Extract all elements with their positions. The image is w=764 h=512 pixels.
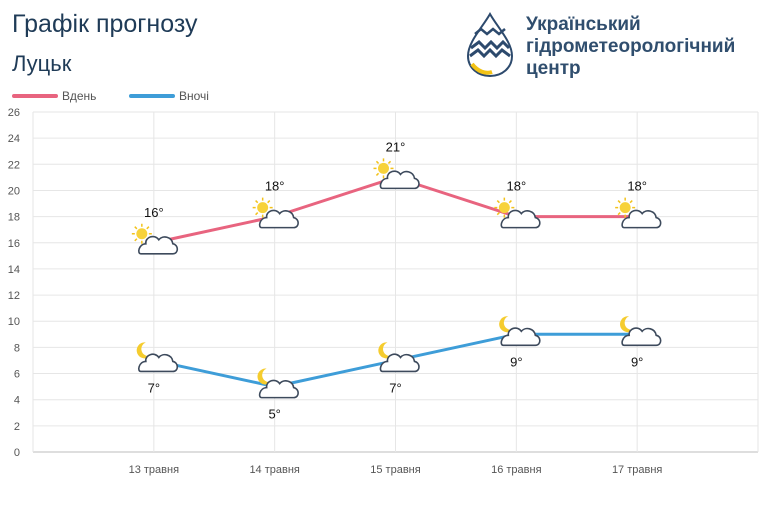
x-tick-label: 16 травня (491, 464, 541, 476)
sun-ray (134, 226, 138, 230)
water-drop-logo-icon (466, 12, 514, 78)
data-label: 9° (510, 354, 522, 369)
y-tick-label: 6 (14, 369, 20, 381)
moon-icon (257, 368, 272, 385)
sun-ray (375, 172, 380, 176)
moon-icon (499, 316, 514, 333)
cloud-shape (138, 235, 179, 255)
data-label: 21° (386, 139, 406, 154)
data-label: 18° (506, 179, 526, 194)
logo-line-2: гідрометеорологічний (526, 36, 736, 57)
x-tick-label: 13 травня (129, 464, 179, 476)
y-tick-label: 24 (8, 133, 20, 145)
y-tick-label: 14 (8, 264, 20, 276)
cloud-shape (621, 209, 662, 229)
y-tick-label: 12 (8, 290, 20, 302)
sun-icon (136, 228, 148, 240)
x-tick-label: 17 травня (612, 464, 662, 476)
sun-ray (375, 160, 380, 164)
sun-ray (617, 200, 621, 204)
data-label: 9° (631, 354, 643, 369)
sun-ray (134, 238, 138, 242)
sun-ray (255, 212, 259, 216)
cloud-shape (500, 327, 541, 347)
data-label: 7° (389, 380, 401, 395)
sun-icon (257, 202, 269, 214)
sun-icon (378, 162, 389, 174)
cloud-shape (258, 209, 299, 229)
cloud-shape (500, 209, 541, 229)
x-tick-label: 15 травня (370, 464, 420, 476)
y-tick-label: 2 (14, 421, 20, 433)
logo-line-1: Український (526, 14, 641, 35)
cloud-shape (379, 353, 420, 373)
y-tick-label: 10 (8, 316, 20, 328)
logo-line-3: центр (526, 58, 581, 79)
sun-icon (498, 202, 510, 214)
y-tick-label: 26 (8, 107, 20, 119)
city-name: Луцьк (12, 51, 72, 76)
y-tick-label: 22 (8, 159, 20, 171)
sun-ray (496, 200, 500, 204)
sun-ray (255, 200, 259, 204)
sun-ray (267, 200, 271, 204)
sun-ray (617, 212, 621, 216)
moon-icon (378, 342, 393, 359)
moon-icon (136, 342, 151, 359)
ukrhydromet-logo: Український гідрометеорологічний центр (462, 12, 762, 82)
page-title: Графік прогнозу (12, 10, 198, 38)
moon-icon (619, 316, 635, 333)
cloud-shape (621, 327, 662, 347)
cloud-shape (379, 170, 420, 190)
sun-ray (146, 226, 150, 230)
cloud-shape (258, 379, 299, 399)
logo-text: Український гідрометеорологічний центр (526, 14, 735, 80)
sun-ray (508, 200, 512, 204)
data-label: 18° (265, 179, 285, 194)
cloud-shape (138, 353, 179, 373)
y-tick-label: 8 (14, 342, 20, 354)
sun-ray (629, 200, 633, 204)
x-tick-label: 14 травня (249, 464, 299, 476)
data-label: 18° (627, 179, 647, 194)
legend-label: Вдень (62, 89, 96, 103)
sun-ray (387, 160, 392, 164)
y-tick-label: 4 (14, 395, 20, 407)
data-label: 16° (144, 205, 164, 220)
sun-icon (619, 202, 631, 214)
data-label: 5° (268, 407, 280, 422)
data-label: 7° (148, 380, 160, 395)
y-tick-label: 0 (14, 447, 20, 459)
legend-label: Вночі (179, 89, 209, 103)
y-tick-label: 20 (8, 185, 20, 197)
sun-ray (496, 212, 500, 216)
y-tick-label: 18 (8, 212, 20, 224)
y-tick-label: 16 (8, 238, 20, 250)
